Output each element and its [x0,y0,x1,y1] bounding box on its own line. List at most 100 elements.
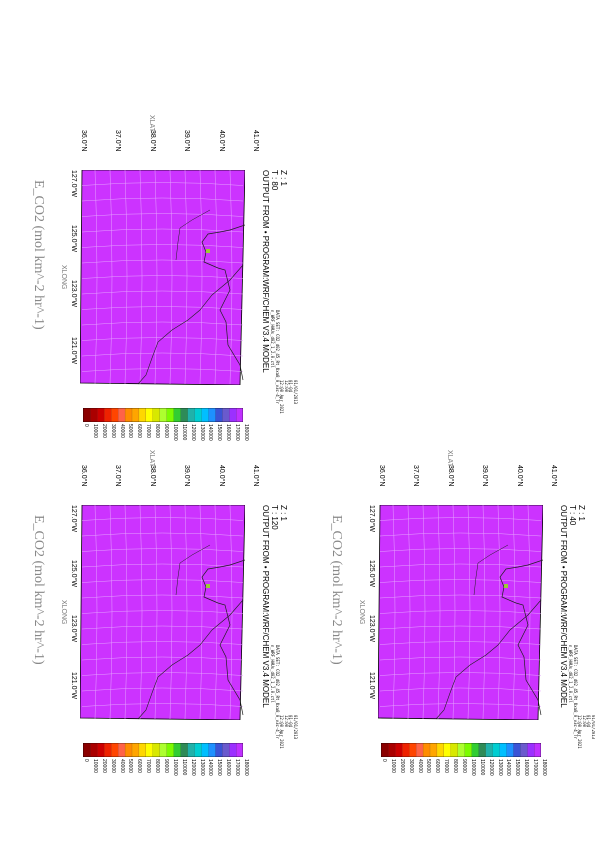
time-label: T : 80 [270,170,279,191]
grid-line-col [407,505,411,720]
grid-line-row [379,517,542,521]
grid-line-row [379,610,542,614]
colorbar-swatch [415,743,424,757]
grid-line-col [154,505,158,720]
grid-line-col [229,170,233,385]
emission-hotspot [206,249,210,253]
colorbar-label: 50000 [127,424,134,438]
colorbar-label: 100000 [171,759,178,776]
grid-line-row [379,532,542,537]
colorbar-label: 10000 [91,759,98,773]
variable-title: E_CO2 (mol km^-2 hr^-1) [31,515,46,665]
colorbar-swatch [89,743,98,757]
grid-line-col [512,505,516,720]
colorbar-swatch [235,408,243,422]
coastline [201,559,245,716]
grid-line-col [154,170,158,385]
lat-tick-label: 41.0°N [252,465,259,487]
lat-tick-label: 38.0°N [148,130,156,152]
variable-title: E_CO2 (mol km^-2 hr^-1) [31,180,46,330]
grid-line-col [482,505,486,720]
grid-line-row [81,579,244,583]
colorbar-swatch [187,408,195,422]
grid-line-row [81,532,244,537]
colorbar-swatch [208,743,216,757]
grid-line-row [379,625,542,630]
colorbar-swatch [235,743,243,757]
date-line: 01/01/2013 [293,715,298,740]
time-label: T : 40 [568,505,577,526]
coastline [201,224,245,381]
grid-line-row [81,625,244,630]
colorbar-swatch [201,743,209,757]
date-info: 01/01/2013 01-04 12:00 12:00 Apr 2021 [279,380,298,414]
grid-line-row [81,672,244,676]
colorbar-label: 110000 [180,759,187,776]
colorbar-swatch [180,743,188,757]
colorbar-label: 130000 [496,759,503,776]
colorbar-label: 160000 [225,759,232,776]
colorbar-label: 180000 [243,424,249,441]
colorbar-swatch [117,408,126,422]
colorbar-swatch [159,743,167,757]
colorbar-label: 20000 [100,759,107,773]
grid-line-col [437,505,441,720]
grid-line-col [422,505,426,720]
colorbar-swatch [187,743,195,757]
colorbar-swatch [138,408,146,422]
grid-line-row [81,213,244,217]
colorbar-label: 140000 [207,759,214,776]
model-header: OUTPUT FROM • PROGRAM:WRF/CHEM V3.4 MODE… [559,505,568,708]
lon-tick-label: 121.0°W [70,337,77,364]
colorbar-label: 170000 [234,424,241,441]
grid-line-col [199,170,203,385]
grid-line-row [379,594,542,599]
colorbar-label: 20000 [398,759,405,773]
grid-line-row [81,548,244,552]
colorbar-label: 70000 [145,424,152,438]
colorbar-label: 80000 [154,759,161,773]
grid-line-row [379,641,542,645]
grid-line-row [81,368,244,372]
colorbar-label: 80000 [154,424,161,438]
grid-line-col [214,505,218,720]
colorbar-swatch [408,743,417,757]
colorbar-label: 180000 [541,759,547,776]
colorbar-swatch [485,743,493,757]
colorbar [83,743,243,757]
colorbar-swatch [110,743,119,757]
colorbar-label: 50000 [127,759,134,773]
grid-line-col [184,505,188,720]
grid-line-row [379,672,542,676]
colorbar-swatch [401,743,410,757]
colorbar-label: 150000 [216,424,223,441]
lat-tick-label: 39.0°N [183,130,190,152]
colorbar-swatch [194,408,202,422]
colorbar-label: 160000 [225,424,232,441]
colorbar-label: 100000 [171,424,178,441]
grid-line-col [94,170,98,385]
colorbar-swatch [215,408,223,422]
colorbar-swatch [159,408,167,422]
grid-line-row [81,352,244,357]
colorbar-swatch [520,743,528,757]
grid-line-col [139,170,143,385]
colorbar-swatch [89,408,98,422]
colorbar-label: 150000 [514,759,521,776]
colorbar-swatch [180,408,188,422]
grid-line-row [379,548,542,552]
map-domain [80,505,245,720]
colorbar-label: 70000 [443,759,450,773]
colorbar-label: 40000 [118,424,125,438]
zlevel-label: Z : 1 [279,170,288,187]
colorbar-label: 60000 [434,759,441,773]
variable-title: E_CO2 (mol km^-2 hr^-1) [329,515,344,665]
grid-line-row [81,290,244,295]
colorbar-swatch [229,408,237,422]
colorbar-label: 170000 [234,759,241,776]
date-info: 01/01/2013 01-04 12:00 12:00 Apr 2021 [279,715,298,749]
date-info: 01/01/2013 01-04 12:00 12:00 Apr 2021 [577,715,595,749]
colorbar-swatch [436,743,444,757]
colorbar-label: 80000 [452,759,459,773]
grid-line-row [81,594,244,599]
